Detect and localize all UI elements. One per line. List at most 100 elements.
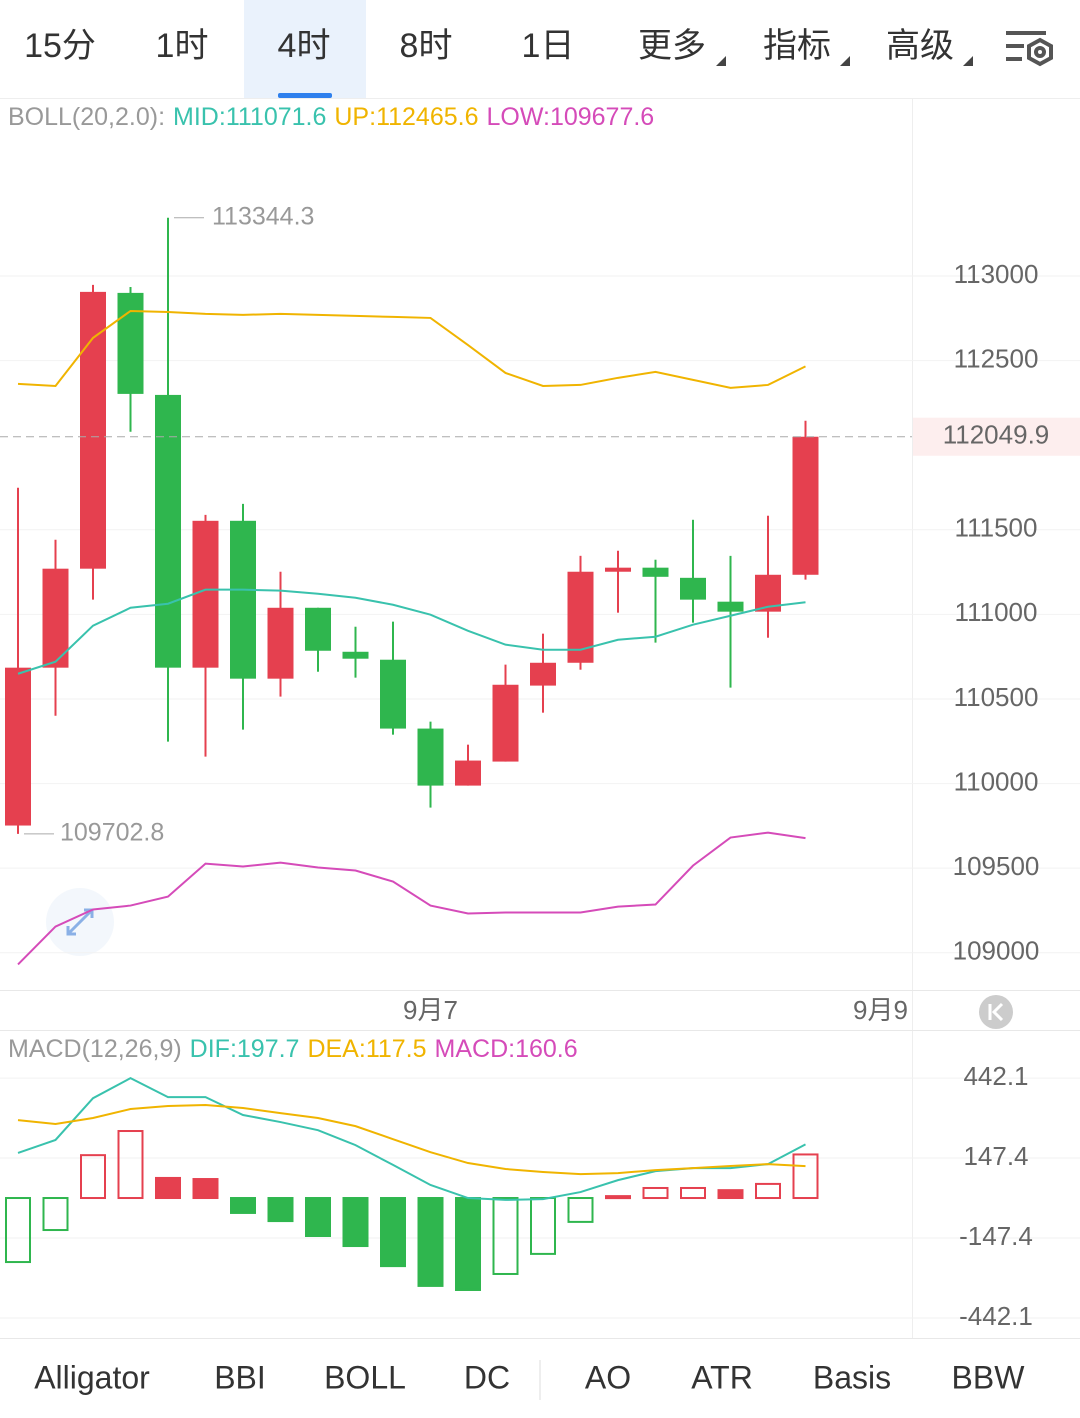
time-tab[interactable]: 更多 <box>638 27 706 65</box>
candle-body <box>717 601 744 612</box>
y-tick-label: 110000 <box>954 766 1039 796</box>
candle-body <box>80 291 106 569</box>
time-tab[interactable]: 1日 <box>522 27 575 65</box>
settings-icon[interactable] <box>1006 31 1053 67</box>
candle-body <box>230 520 256 679</box>
candle-body <box>192 520 219 668</box>
legend-name: DIF: <box>190 1035 237 1063</box>
legend-value: 109677.6 <box>550 103 654 131</box>
candle-body <box>642 567 669 577</box>
candle-body <box>342 651 369 659</box>
time-tab[interactable]: 高级 <box>886 27 954 65</box>
time-tab[interactable]: 4时 <box>278 27 331 65</box>
boll-line <box>17 588 806 675</box>
y-tick-label: 111500 <box>955 513 1038 543</box>
boll-line <box>17 831 806 966</box>
legend-value: 117.5 <box>366 1035 427 1063</box>
legend: BOLL(20,2.0): MID:111071.6 UP:112465.6 LOW:… <box>8 103 654 131</box>
macd-bar <box>755 1182 781 1200</box>
macd-bar <box>80 1154 106 1200</box>
macd-bar <box>717 1189 744 1200</box>
candle-body <box>492 684 519 762</box>
candle-body <box>5 667 31 826</box>
time-tab[interactable]: 1时 <box>156 27 209 65</box>
expand-button[interactable] <box>46 888 114 956</box>
dropdown-carets <box>716 56 973 66</box>
time-tab[interactable]: 8时 <box>400 27 453 65</box>
y-tick-label: 442.1 <box>963 1061 1028 1091</box>
macd-bar <box>342 1197 369 1248</box>
macd-bar <box>192 1178 219 1200</box>
time-tab[interactable]: 15分 <box>24 27 96 65</box>
macd-bar <box>680 1186 706 1200</box>
candle-body <box>42 568 69 668</box>
macd-bar <box>417 1197 444 1287</box>
macd-bar <box>380 1197 406 1268</box>
low-label: 109702.8 <box>60 818 164 846</box>
y-tick-label: 147.4 <box>963 1141 1028 1171</box>
legend-name: UP: <box>334 103 376 131</box>
y-tick-label: -442.1 <box>959 1301 1033 1331</box>
current-price-label: 112049.9 <box>943 420 1050 450</box>
y-tick-label: 113000 <box>954 259 1039 289</box>
indicator-tab[interactable]: DC <box>464 1359 510 1395</box>
candle-body <box>417 728 444 786</box>
legend-title: MACD(12,26,9) <box>8 1035 182 1063</box>
candle-body <box>380 659 406 729</box>
x-tick-label: 9月9 <box>853 995 908 1025</box>
legend-title: BOLL(20,2.0): <box>8 103 165 131</box>
candle-body <box>155 394 181 668</box>
active-tab-bg <box>244 0 366 98</box>
y-tick-label: 110500 <box>954 682 1039 712</box>
legend-name: MID: <box>173 103 226 131</box>
indicator-tab[interactable]: ATR <box>691 1359 753 1395</box>
legend: MACD(12,26,9) DIF:197.7 DEA:117.5 MACD:160.… <box>8 1035 578 1063</box>
high-label: 113344.3 <box>212 202 314 230</box>
candle-body <box>792 436 819 575</box>
candle-body <box>680 577 706 600</box>
legend-value: 112465.6 <box>376 103 478 131</box>
macd-bar <box>455 1197 481 1291</box>
legend-value: 197.7 <box>237 1035 300 1063</box>
x-tick-label: 9月7 <box>403 995 458 1025</box>
macd-bar <box>530 1197 556 1255</box>
y-tick-label: 109500 <box>953 851 1040 881</box>
macd-line <box>17 1103 806 1176</box>
macd-bar <box>567 1197 594 1223</box>
legend-value: 160.6 <box>515 1035 578 1063</box>
indicator-tab[interactable]: Basis <box>813 1359 891 1395</box>
indicator-tab[interactable]: BBW <box>952 1359 1026 1395</box>
macd-bar <box>267 1197 294 1223</box>
macd-bar <box>492 1197 519 1275</box>
macd-bar <box>305 1197 331 1237</box>
boll-line <box>17 309 806 389</box>
candle-body <box>455 760 481 786</box>
macd-bar <box>642 1186 669 1200</box>
candle-body <box>605 567 631 572</box>
legend-value: 111071.6 <box>226 103 327 131</box>
indicator-tab[interactable]: BOLL <box>324 1359 406 1395</box>
macd-bar <box>42 1197 69 1232</box>
y-tick-label: 112500 <box>954 343 1039 373</box>
indicator-tab[interactable]: AO <box>585 1359 631 1395</box>
macd-bar <box>155 1176 181 1200</box>
macd-bar <box>117 1130 144 1200</box>
indicator-tab[interactable]: Alligator <box>34 1359 150 1395</box>
current-price-box <box>913 417 1080 456</box>
macd-bar <box>605 1195 631 1200</box>
macd-bar <box>5 1197 31 1264</box>
candle-body <box>267 607 294 679</box>
active-tab-underline <box>278 93 332 98</box>
candle-body <box>530 662 556 686</box>
y-tick-label: 111000 <box>955 597 1038 627</box>
macd-bar <box>792 1153 819 1200</box>
y-tick-label: 109000 <box>953 936 1040 966</box>
macd-line <box>17 1076 806 1201</box>
time-tab[interactable]: 指标 <box>763 27 831 65</box>
legend-name: LOW: <box>486 103 549 131</box>
y-tick-label: -147.4 <box>959 1221 1033 1251</box>
reset-button[interactable] <box>979 995 1013 1029</box>
macd-bar <box>230 1197 256 1214</box>
indicator-tab[interactable]: BBI <box>214 1359 266 1395</box>
